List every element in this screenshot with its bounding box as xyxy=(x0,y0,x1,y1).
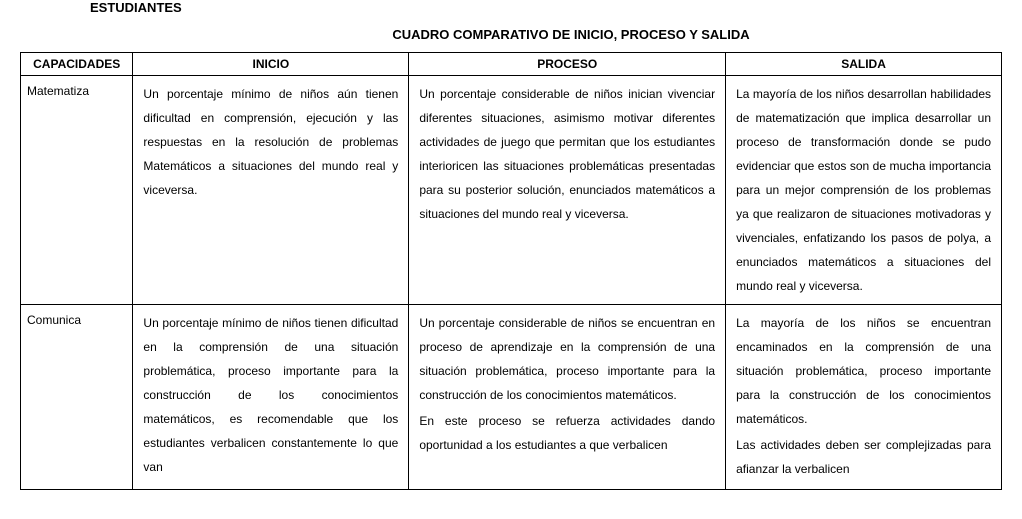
cell-salida: La mayoría de los niños se encuentran en… xyxy=(726,305,1002,490)
cell-proceso: Un porcentaje considerable de niños se e… xyxy=(409,305,726,490)
cell-inicio: Un porcentaje mínimo de niños aún tienen… xyxy=(133,76,409,305)
table-row: Comunica Un porcentaje mínimo de niños t… xyxy=(21,305,1002,490)
cell-paragraph: La mayoría de los niños se encuentran en… xyxy=(736,311,991,431)
cell-salida: La mayoría de los niños desarrollan habi… xyxy=(726,76,1002,305)
page-header-partial: ESTUDIANTES xyxy=(20,0,1002,21)
cell-capacidad: Matematiza xyxy=(21,76,133,305)
col-header-inicio: INICIO xyxy=(133,53,409,76)
cell-paragraph: Un porcentaje considerable de niños se e… xyxy=(419,311,715,407)
cell-capacidad: Comunica xyxy=(21,305,133,490)
cell-proceso: Un porcentaje considerable de niños inic… xyxy=(409,76,726,305)
comparative-table: CAPACIDADES INICIO PROCESO SALIDA Matema… xyxy=(20,52,1002,490)
cell-inicio: Un porcentaje mínimo de niños tienen dif… xyxy=(133,305,409,490)
col-header-capacidades: CAPACIDADES xyxy=(21,53,133,76)
document-title: CUADRO COMPARATIVO DE INICIO, PROCESO Y … xyxy=(20,27,1002,42)
col-header-salida: SALIDA xyxy=(726,53,1002,76)
col-header-proceso: PROCESO xyxy=(409,53,726,76)
cell-paragraph: En este proceso se refuerza actividades … xyxy=(419,409,715,457)
table-row: Matematiza Un porcentaje mínimo de niños… xyxy=(21,76,1002,305)
cell-paragraph: Las actividades deben ser complejizadas … xyxy=(736,433,991,481)
table-header-row: CAPACIDADES INICIO PROCESO SALIDA xyxy=(21,53,1002,76)
